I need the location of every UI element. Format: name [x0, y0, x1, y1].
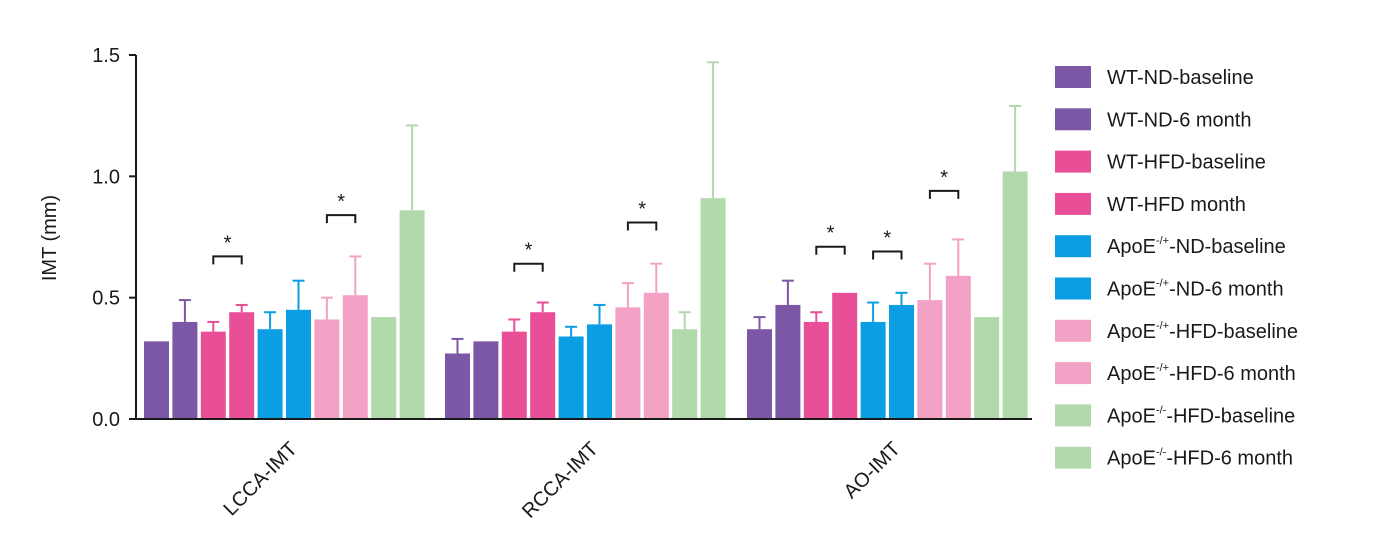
legend-label-8: ApoE-/+-HFD-6 month — [1107, 362, 1296, 385]
bar-10-3 — [1002, 171, 1028, 419]
bar-6-2 — [587, 324, 612, 419]
significance-star-7: * — [940, 167, 948, 189]
bar-1-3 — [747, 329, 772, 419]
bar-2-2 — [473, 341, 499, 419]
bar-7-1 — [314, 319, 340, 419]
bar-5-1 — [257, 329, 283, 419]
bar-6-3 — [889, 304, 914, 419]
bar-7-2 — [615, 307, 641, 419]
y-axis-title: IMT (mm) — [39, 195, 61, 281]
legend-swatch-4 — [1055, 192, 1091, 215]
legend-swatch-10 — [1055, 446, 1091, 469]
significance-star-2: * — [337, 191, 345, 213]
significance-bracket-4 — [626, 221, 658, 231]
bar-5-3 — [860, 321, 886, 419]
bar-1-1 — [144, 341, 169, 419]
significance-star-4: * — [638, 198, 646, 220]
legend-swatch-2 — [1055, 108, 1091, 131]
bar-10-1 — [399, 210, 425, 419]
legend-swatch-1 — [1055, 66, 1091, 88]
bar-3-3 — [803, 321, 829, 419]
bar-7-3 — [917, 300, 943, 419]
legend-label-3: WT-HFD-baseline — [1107, 152, 1266, 174]
bar-5-2 — [558, 336, 584, 419]
bar-8-2 — [643, 292, 669, 419]
legend-swatch-8 — [1055, 362, 1091, 385]
x-tick-label-3: AO-IMT — [840, 438, 905, 503]
x-tick-label-1: LCCA-IMT — [219, 438, 301, 520]
bar-10-2 — [700, 198, 726, 419]
bar-2-3 — [775, 304, 801, 419]
legend-label-1: WT-ND-baseline — [1107, 67, 1254, 89]
significance-bracket-6 — [872, 250, 903, 260]
bar-9-1 — [371, 317, 397, 419]
y-tick-label-4: 1.5 — [92, 45, 120, 67]
legend-label-9: ApoE-/--HFD-baseline — [1107, 404, 1295, 427]
legend-label-6: ApoE-/+-ND-6 month — [1107, 278, 1284, 301]
significance-star-1: * — [224, 232, 232, 254]
legend-label-4: WT-HFD month — [1107, 194, 1246, 216]
y-tick-label-2: 0.5 — [92, 288, 120, 310]
significance-star-3: * — [525, 240, 533, 262]
bar-9-2 — [672, 329, 698, 419]
bar-1-2 — [445, 353, 470, 419]
error-bars-layer — [178, 61, 1022, 354]
legend-swatch-7 — [1055, 319, 1091, 342]
significance-bracket-1 — [212, 255, 243, 265]
bars-layer — [144, 171, 1028, 419]
bar-2-1 — [172, 321, 198, 419]
significance-bracket-7 — [928, 189, 960, 199]
bar-8-3 — [945, 275, 971, 419]
significance-star-6: * — [883, 228, 891, 250]
legend-label-5: ApoE-/+-ND-baseline — [1107, 235, 1286, 258]
axes-layer: 0.0 0.5 1.0 1.5 LCCA-IMT RCCA-IMT AO-IMT — [92, 45, 1032, 523]
bar-4-1 — [229, 312, 255, 419]
x-tick-label-2: RCCA-IMT — [518, 438, 603, 523]
y-tick-label-1: 0.0 — [92, 409, 120, 431]
legend-label-10: ApoE-/--HFD-6 month — [1107, 447, 1293, 470]
legend-label-7: ApoE-/+-HFD-baseline — [1107, 320, 1298, 343]
bar-4-3 — [832, 292, 858, 419]
bar-3-2 — [501, 331, 527, 419]
bar-9-3 — [974, 317, 1000, 419]
significance-layer: * * * * * * * — [212, 167, 960, 272]
bar-3-1 — [200, 331, 226, 419]
significance-bracket-2 — [325, 214, 357, 224]
legend-label-2: WT-ND-6 month — [1107, 109, 1251, 131]
legend-swatch-9 — [1055, 404, 1091, 427]
significance-star-5: * — [827, 223, 835, 245]
legend-swatch-6 — [1055, 277, 1091, 300]
significance-bracket-5 — [815, 245, 846, 255]
legend: WT-ND-baseline WT-ND-6 month WT-HFD-baseli… — [1055, 66, 1298, 470]
legend-swatch-5 — [1055, 235, 1091, 258]
bar-6-1 — [286, 309, 311, 419]
y-tick-label-3: 1.0 — [92, 166, 120, 188]
significance-bracket-3 — [513, 262, 544, 272]
bar-4-2 — [530, 312, 556, 419]
bar-8-1 — [342, 295, 368, 419]
legend-swatch-3 — [1055, 150, 1091, 173]
